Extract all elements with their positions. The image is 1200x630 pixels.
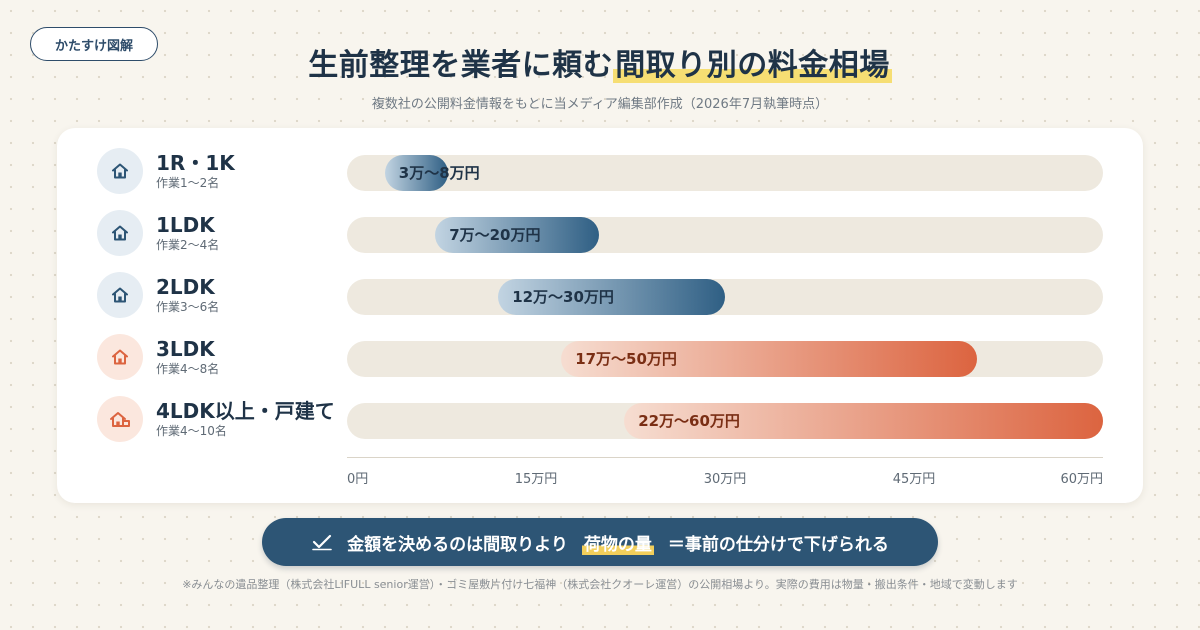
bar-value-label: 3万〜8万円 — [398, 164, 480, 182]
range-bar — [384, 155, 448, 191]
bar-value-label: 17万〜50万円 — [575, 350, 677, 368]
row-staff: 作業2〜4名 — [156, 238, 220, 252]
row-label-text: 1R・1K 作業1〜2名 — [156, 151, 235, 191]
x-tick-label: 60万円 — [1060, 472, 1103, 487]
title-highlight: 間取り別の料金相場 — [613, 48, 892, 83]
row-label: 1LDK 作業2〜4名 — [97, 210, 219, 256]
check-icon — [311, 533, 333, 551]
x-tick-label: 15万円 — [514, 472, 558, 487]
house-icon — [97, 334, 143, 380]
x-tick-label: 0円 — [347, 472, 369, 487]
house-icon — [97, 148, 143, 194]
bar-track: 3万〜8万円 — [347, 155, 1103, 191]
range-bar — [498, 279, 725, 315]
footnote: ※みんなの遺品整理（株式会社LIFULL senior運営）・ゴミ屋敷片付け七福… — [182, 578, 1018, 591]
row-name: 3LDK — [156, 337, 215, 361]
row-label: 3LDK 作業4〜8名 — [97, 334, 219, 380]
bar-track: 22万〜60万円 — [347, 403, 1103, 439]
bar-track: 12万〜30万円 — [347, 279, 1103, 315]
row-label-text: 1LDK 作業2〜4名 — [156, 213, 219, 253]
house-icon — [97, 272, 143, 318]
row-label: 4LDK以上・戸建て 作業4〜10名 — [97, 396, 335, 442]
x-tick-label: 45万円 — [892, 472, 936, 487]
row-label-text: 4LDK以上・戸建て 作業4〜10名 — [156, 399, 335, 439]
cta-text-after: ＝事前の仕分けで下げられる — [667, 534, 889, 555]
brand-badge: かたすけ図解 — [30, 27, 158, 61]
row-name: 1R・1K — [156, 151, 235, 175]
x-tick-label: 30万円 — [703, 472, 747, 487]
row-label-text: 3LDK 作業4〜8名 — [156, 337, 219, 377]
row-staff: 作業4〜8名 — [156, 362, 220, 376]
row-staff: 作業1〜2名 — [156, 176, 220, 190]
range-bar — [435, 217, 599, 253]
house-icon — [97, 210, 143, 256]
big-house-icon — [97, 396, 143, 442]
row-label: 1R・1K 作業1〜2名 — [97, 148, 235, 194]
bar-value-label: 12万〜30万円 — [512, 288, 614, 306]
bar-track: 7万〜20万円 — [347, 217, 1103, 253]
title-prefix: 生前整理を業者に頼む — [308, 48, 614, 83]
row-name: 1LDK — [156, 213, 215, 237]
row-staff: 作業4〜10名 — [156, 424, 227, 438]
page-title: 生前整理を業者に頼む間取り別の料金相場 — [0, 40, 1200, 84]
row-name: 4LDK以上・戸建て — [156, 399, 335, 423]
row-label-text: 2LDK 作業3〜6名 — [156, 275, 219, 315]
range-bar — [561, 341, 977, 377]
row-staff: 作業3〜6名 — [156, 300, 220, 314]
row-name: 2LDK — [156, 275, 215, 299]
cta-banner: 金額を決めるのは間取りより 荷物の量 ＝事前の仕分けで下げられる — [262, 518, 938, 566]
cta-text-before: 金額を決めるのは間取りより — [347, 534, 568, 555]
bar-track: 17万〜50万円 — [347, 341, 1103, 377]
cta-highlight: 荷物の量 — [581, 529, 654, 555]
subtitle: 複数社の公開料金情報をもとに当メディア編集部作成（2026年7月執筆時点） — [371, 97, 829, 112]
range-bar — [624, 403, 1103, 439]
bar-value-label: 7万〜20万円 — [449, 226, 541, 244]
x-axis-line — [347, 457, 1103, 458]
bar-value-label: 22万〜60万円 — [638, 412, 740, 430]
row-label: 2LDK 作業3〜6名 — [97, 272, 219, 318]
